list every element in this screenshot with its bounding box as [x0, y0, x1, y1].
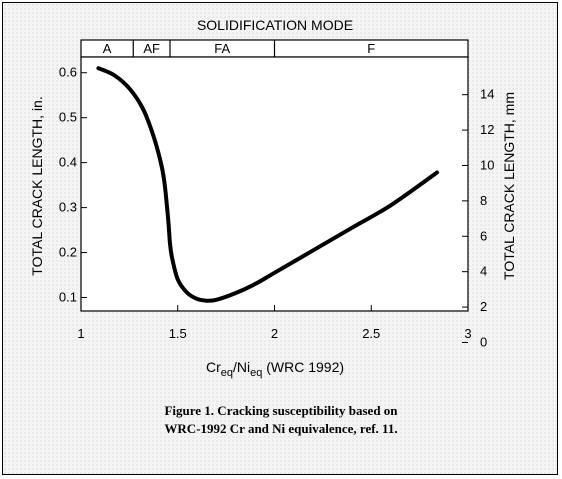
x-tick-label: 1 [77, 326, 84, 341]
y-tick-label: 0.6 [59, 65, 77, 80]
mode-label-af: AF [143, 41, 160, 56]
series-line-0 [96, 66, 439, 303]
x-tick-label: 3 [464, 326, 471, 341]
y2-tick-label: 0 [480, 334, 487, 349]
x-tick-label: 2.5 [362, 326, 380, 341]
x-axis-label: Creq/Nieq (WRC 1992) [206, 359, 344, 379]
y2-tick-label: 2 [480, 299, 487, 314]
y-tick-label: 0.3 [59, 200, 77, 215]
mode-label-fa: FA [214, 41, 230, 56]
plot-area [80, 56, 469, 312]
band-title: SOLIDIFICATION MODE [197, 17, 353, 33]
x-label-sub-eq2: eq [250, 367, 262, 379]
y2-tick-label: 10 [480, 157, 494, 172]
x-label-wrc: (WRC 1992) [262, 359, 344, 375]
x-tick-label: 2 [271, 326, 278, 341]
caption-line-2: WRC-1992 Cr and Ni equivalence, ref. 11. [164, 421, 398, 436]
y2-tick-label: 14 [480, 87, 494, 102]
mode-label-a: A [103, 41, 112, 56]
caption-line-1: Figure 1. Cracking susceptibility based … [164, 403, 398, 418]
solidification-mode-band: A AF FA F [80, 39, 469, 58]
y-tick-label: 0.5 [59, 110, 77, 125]
y2-tick-label: 4 [480, 264, 487, 279]
x-tick-label: 1.5 [169, 326, 187, 341]
right-y-axis-label: TOTAL CRACK LENGTH, mm [501, 92, 517, 280]
x-label-cr: Cr [206, 359, 221, 375]
y2-tick-label: 6 [480, 228, 487, 243]
right-y-axis-ticks: 0 2 4 6 8 10 12 14 [462, 87, 494, 349]
x-label-ni: /Ni [233, 359, 250, 375]
left-y-axis-ticks: 0.1 0.2 0.3 0.4 0.5 0.6 [59, 65, 87, 305]
y2-tick-label: 8 [480, 193, 487, 208]
plot-frame [80, 56, 469, 312]
y-tick-label: 0.1 [59, 290, 77, 305]
series-group [96, 66, 439, 303]
x-axis-ticks: 1 1.5 2 2.5 3 [77, 305, 472, 341]
x-label-sub-eq1: eq [221, 367, 233, 379]
y2-tick-label: 12 [480, 122, 494, 137]
mode-label-f: F [367, 41, 375, 56]
y-tick-label: 0.4 [59, 155, 77, 170]
y-tick-label: 0.2 [59, 245, 77, 260]
left-y-axis-label: TOTAL CRACK LENGTH, in. [29, 96, 45, 275]
